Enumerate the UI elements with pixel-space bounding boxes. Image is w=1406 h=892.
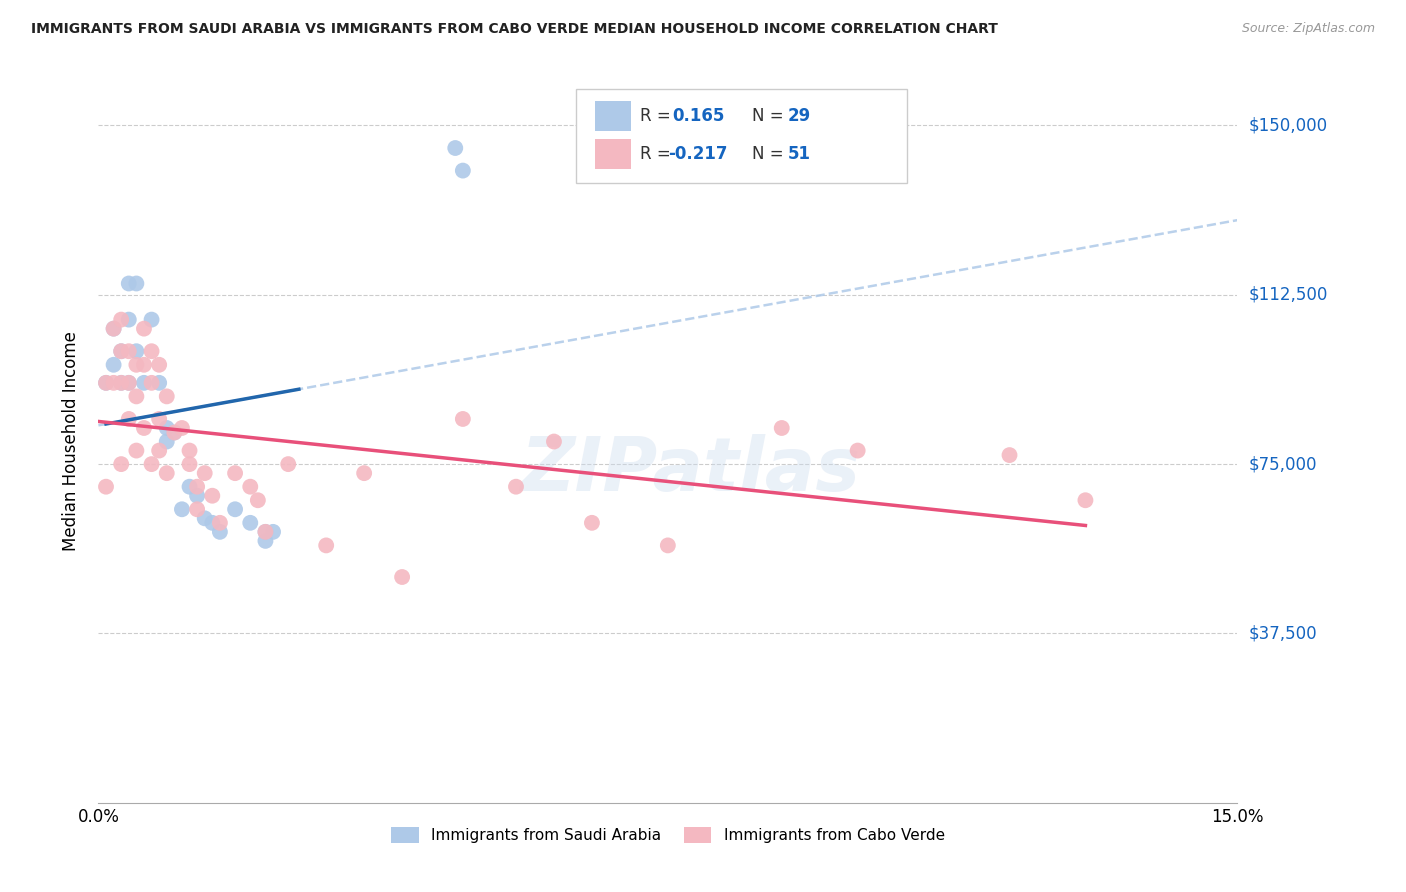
Point — [391, 570, 413, 584]
Point — [254, 524, 277, 539]
Point — [110, 312, 132, 326]
Point — [132, 321, 155, 335]
Point — [239, 516, 262, 530]
Text: $75,000: $75,000 — [1249, 455, 1317, 473]
Point — [254, 524, 277, 539]
Point — [118, 376, 141, 390]
Point — [156, 389, 179, 403]
Point — [125, 344, 148, 359]
Point — [179, 443, 201, 458]
Text: 29: 29 — [787, 107, 811, 125]
Legend: Immigrants from Saudi Arabia, Immigrants from Cabo Verde: Immigrants from Saudi Arabia, Immigrants… — [385, 822, 950, 849]
Point — [148, 358, 170, 372]
Point — [125, 389, 148, 403]
Point — [194, 511, 217, 525]
Point — [118, 312, 141, 326]
Point — [201, 489, 224, 503]
Text: R =: R = — [640, 145, 676, 163]
Point — [125, 443, 148, 458]
Text: 0.165: 0.165 — [672, 107, 724, 125]
Point — [156, 466, 179, 480]
Text: $150,000: $150,000 — [1249, 117, 1327, 135]
Point — [156, 434, 179, 449]
Point — [179, 457, 201, 471]
Point — [224, 502, 246, 516]
Point — [132, 358, 155, 372]
Text: N =: N = — [752, 107, 789, 125]
Point — [118, 344, 141, 359]
Point — [194, 466, 217, 480]
Point — [254, 533, 277, 548]
Text: ZIPatlas: ZIPatlas — [520, 434, 860, 507]
Point — [103, 321, 125, 335]
Point — [148, 443, 170, 458]
Point — [246, 493, 269, 508]
Point — [125, 358, 148, 372]
Point — [118, 412, 141, 426]
Point — [132, 421, 155, 435]
Point — [846, 443, 869, 458]
Point — [998, 448, 1021, 462]
Point — [170, 502, 193, 516]
Point — [94, 480, 117, 494]
Point — [179, 480, 201, 494]
Point — [110, 376, 132, 390]
Point — [103, 358, 125, 372]
Point — [94, 376, 117, 390]
Point — [208, 516, 231, 530]
Text: R =: R = — [640, 107, 676, 125]
Text: N =: N = — [752, 145, 789, 163]
Point — [148, 376, 170, 390]
Point — [132, 376, 155, 390]
Point — [103, 321, 125, 335]
Text: $37,500: $37,500 — [1249, 624, 1317, 642]
Point — [141, 376, 163, 390]
Point — [141, 344, 163, 359]
Point — [141, 312, 163, 326]
Point — [505, 480, 527, 494]
Point — [163, 425, 186, 440]
Point — [103, 376, 125, 390]
Point — [543, 434, 565, 449]
Point — [353, 466, 375, 480]
Point — [277, 457, 299, 471]
Y-axis label: Median Household Income: Median Household Income — [62, 332, 80, 551]
Point — [125, 277, 148, 291]
Point — [315, 538, 337, 552]
Point — [451, 412, 474, 426]
Point — [118, 277, 141, 291]
Point — [148, 412, 170, 426]
Point — [110, 344, 132, 359]
Point — [94, 376, 117, 390]
Point — [444, 141, 467, 155]
Text: -0.217: -0.217 — [668, 145, 727, 163]
Point — [1074, 493, 1097, 508]
Point — [163, 425, 186, 440]
Point — [657, 538, 679, 552]
Point — [110, 376, 132, 390]
Point — [581, 516, 603, 530]
Point — [186, 489, 208, 503]
Text: Source: ZipAtlas.com: Source: ZipAtlas.com — [1241, 22, 1375, 36]
Point — [186, 480, 208, 494]
Point — [170, 421, 193, 435]
Point — [186, 502, 208, 516]
Point — [239, 480, 262, 494]
Point — [110, 457, 132, 471]
Point — [201, 516, 224, 530]
Point — [262, 524, 284, 539]
Point — [451, 163, 474, 178]
Text: 51: 51 — [787, 145, 810, 163]
Text: $112,500: $112,500 — [1249, 285, 1327, 304]
Point — [224, 466, 246, 480]
Point — [110, 344, 132, 359]
Point — [141, 457, 163, 471]
Text: IMMIGRANTS FROM SAUDI ARABIA VS IMMIGRANTS FROM CABO VERDE MEDIAN HOUSEHOLD INCO: IMMIGRANTS FROM SAUDI ARABIA VS IMMIGRAN… — [31, 22, 998, 37]
Point — [770, 421, 793, 435]
Point — [208, 524, 231, 539]
Point — [156, 421, 179, 435]
Point — [118, 376, 141, 390]
